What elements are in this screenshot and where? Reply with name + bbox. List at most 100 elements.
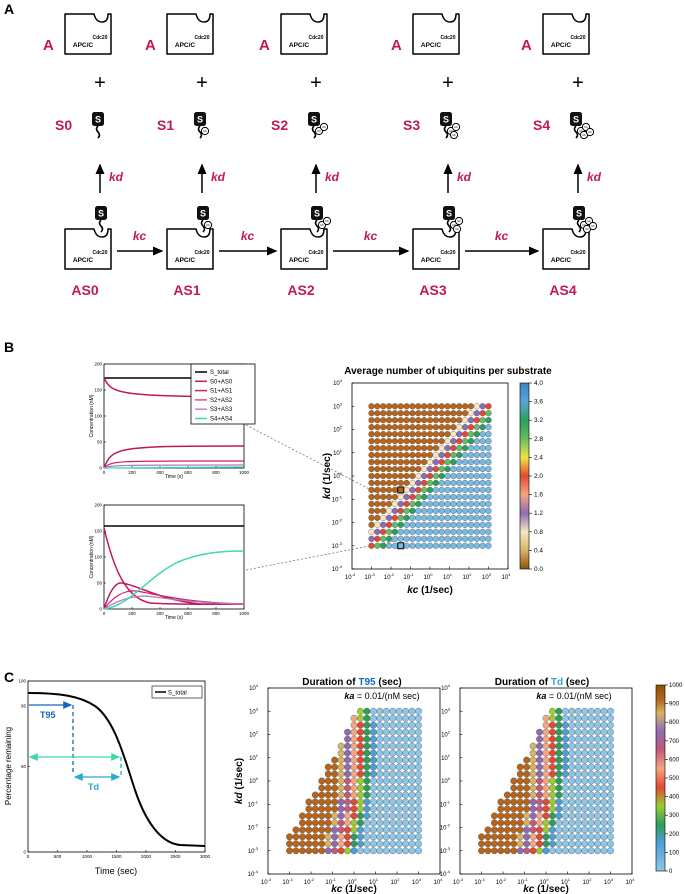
- heatmap-cell: [480, 522, 486, 528]
- heatmap-cell: [383, 827, 389, 833]
- heatmap-cell: [530, 771, 536, 777]
- heatmap-cell: [581, 820, 587, 826]
- heatmap-cell: [421, 473, 427, 479]
- heatmap-cell: [344, 792, 350, 798]
- heatmap-cell: [480, 424, 486, 430]
- heatmap-cell: [331, 778, 337, 784]
- heatmap-cell: [480, 410, 486, 416]
- heatmap-cell: [523, 834, 529, 840]
- heatmap-cell: [575, 778, 581, 784]
- heatmap-cell: [344, 771, 350, 777]
- heatmap-cell: [601, 785, 607, 791]
- heatmap-cell: [380, 431, 386, 437]
- heatmap-cell: [374, 417, 380, 423]
- heatmap-cell: [536, 792, 542, 798]
- heatmap-cell: [427, 452, 433, 458]
- heatmap-cell: [312, 827, 318, 833]
- heatmap-cell: [370, 757, 376, 763]
- heatmap-cell: [319, 827, 325, 833]
- heatmap-cell: [386, 501, 392, 507]
- heatmap-cell: [594, 813, 600, 819]
- heatmap-cell: [549, 778, 555, 784]
- heatmap-cell: [427, 431, 433, 437]
- heatmap-cell: [601, 771, 607, 777]
- heatmap-cell: [410, 494, 416, 500]
- y-tick-label: 100: [441, 776, 451, 785]
- heatmap-cell: [306, 799, 312, 805]
- heatmap-cell: [530, 841, 536, 847]
- substrate-glyph: S: [314, 209, 320, 219]
- reaction-column-3: A APC/CCdc20+S3 SUbUbUbkdAPC/CCdc20SUbUbUb…: [391, 14, 472, 298]
- heatmap-cell: [377, 778, 383, 784]
- timecourse-legend: S_totalS0+AS0S1+AS1S2+AS2S3+AS3S4+AS4: [191, 364, 255, 424]
- heatmap-cell: [415, 757, 421, 763]
- bound-complex-label-3: AS3: [419, 282, 446, 298]
- heatmap-cell: [410, 536, 416, 542]
- heatmap-cell: [415, 820, 421, 826]
- colorbar-c: 10009008007006005004003002001000: [656, 683, 683, 875]
- heatmap-cell: [517, 785, 523, 791]
- x-tick-label: 600: [184, 611, 192, 616]
- heatmap-cell: [377, 757, 383, 763]
- heatmap-cell: [374, 522, 380, 528]
- heatmap-cell: [601, 820, 607, 826]
- heatmap-cell: [456, 452, 462, 458]
- heatmap-cell: [369, 452, 375, 458]
- kd-axis-label: kd (1/sec): [234, 758, 245, 804]
- heatmap-cell: [306, 841, 312, 847]
- heatmap-cell: [504, 848, 510, 854]
- heatmap-cell: [312, 820, 318, 826]
- heatmap-cell: [312, 813, 318, 819]
- heatmap-cell: [439, 529, 445, 535]
- heatmap-cell: [421, 445, 427, 451]
- heatmap-cell: [485, 834, 491, 840]
- heatmap-cell: [445, 487, 451, 493]
- heatmap-cell: [468, 487, 474, 493]
- heatmap-cell: [402, 834, 408, 840]
- ubiquitin-glyph: Ub: [206, 223, 210, 227]
- heatmap-cell: [456, 438, 462, 444]
- heatmap-cell: [402, 729, 408, 735]
- heatmap-cell: [607, 834, 613, 840]
- heatmap-cell: [344, 729, 350, 735]
- heatmap-cell: [369, 487, 375, 493]
- x-tick-label: 104: [502, 572, 512, 581]
- heatmap-cell: [556, 722, 562, 728]
- substrate-tail: [100, 220, 103, 232]
- heatmap-cell: [377, 715, 383, 721]
- heatmap-cell: [556, 799, 562, 805]
- heatmap-cell: [396, 729, 402, 735]
- figure-canvas: A B C A APC/CCdc20+S0 SkdAPC/CCdc20SAS0kcA…: [0, 0, 685, 894]
- heatmap-cell: [325, 827, 331, 833]
- heatmap-cell: [421, 536, 427, 542]
- panel-b: Concentration (nM) Time (s) 050100150200…: [89, 362, 552, 622]
- heatmap-cell: [530, 743, 536, 749]
- heatmap-cell: [445, 536, 451, 542]
- heatmap-cell: [404, 522, 410, 528]
- heatmap-cell: [480, 445, 486, 451]
- heatmap-cell: [383, 715, 389, 721]
- heatmap-cell: [377, 750, 383, 756]
- heatmap-cell: [556, 764, 562, 770]
- x-tick-label: 10-4: [345, 572, 356, 581]
- heatmap-cell: [523, 841, 529, 847]
- heatmap-cell: [439, 487, 445, 493]
- heatmap-cell: [450, 466, 456, 472]
- substrate-tail: [97, 126, 100, 138]
- heatmap-cell: [480, 480, 486, 486]
- heatmap-cell: [468, 410, 474, 416]
- heatmap-cell: [543, 722, 549, 728]
- heatmap-cell: [404, 501, 410, 507]
- heatmap-cell: [370, 813, 376, 819]
- heatmap-cell: [396, 827, 402, 833]
- heatmap-cell: [402, 715, 408, 721]
- heatmap-cell: [433, 480, 439, 486]
- heatmap-cell: [601, 778, 607, 784]
- colorbar-tick-label: 0: [669, 869, 673, 875]
- heatmap-cell: [523, 778, 529, 784]
- heatmap-cell: [543, 757, 549, 763]
- heatmap-cell: [486, 473, 492, 479]
- heatmap-cell: [569, 708, 575, 714]
- heatmap-cell: [480, 508, 486, 514]
- heatmap-cell: [404, 431, 410, 437]
